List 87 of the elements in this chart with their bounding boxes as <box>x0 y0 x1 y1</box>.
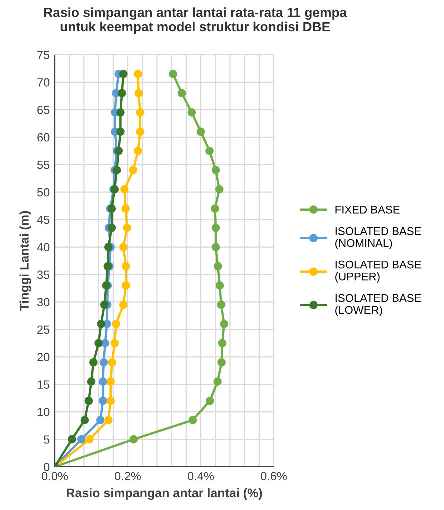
point <box>119 300 128 310</box>
point <box>119 70 128 78</box>
point <box>214 378 222 386</box>
legend-label: ISOLATED BASE (NOMINAL) <box>336 227 422 250</box>
y-tick-label: 75 <box>38 51 50 60</box>
point <box>99 396 108 406</box>
y-tick-label: 60 <box>38 133 50 142</box>
point <box>216 282 224 290</box>
point <box>169 70 178 78</box>
x-tick-label: 0.2% <box>115 472 142 481</box>
point <box>118 89 126 98</box>
point <box>96 416 105 424</box>
y-tick-label: 30 <box>37 298 50 307</box>
point <box>119 243 128 252</box>
y-tick-label: 15 <box>38 380 50 389</box>
point <box>134 89 144 98</box>
x-tick-label: 0.0% <box>42 472 68 481</box>
x-tick-label: 0.6% <box>261 472 288 481</box>
point <box>84 396 94 406</box>
legend-label: ISOLATED BASE (LOWER) <box>336 294 422 316</box>
point <box>110 339 120 348</box>
point <box>218 339 227 348</box>
point <box>106 378 116 386</box>
x-axis-title: Rasio simpangan antar lantai (%) <box>67 488 262 500</box>
y-tick-label: 35 <box>37 270 50 280</box>
point <box>212 243 220 252</box>
point <box>206 396 214 406</box>
y-axis-title: Tinggi Lantai (m) <box>20 211 32 312</box>
point <box>214 262 222 271</box>
y-tick-label: 5 <box>44 436 50 444</box>
point <box>134 70 142 78</box>
point <box>116 108 125 117</box>
point <box>94 339 103 348</box>
point <box>215 185 224 194</box>
y-tick-label: 70 <box>38 78 50 87</box>
point <box>86 435 94 444</box>
point <box>134 146 142 156</box>
point <box>100 358 108 367</box>
legend-label: FIXED BASE <box>336 206 400 214</box>
y-tick-label: 65 <box>38 106 50 114</box>
point <box>122 204 130 213</box>
point <box>122 282 130 290</box>
y-tick-label: 55 <box>37 161 50 170</box>
legend-label: ISOLATED BASE (UPPER) <box>336 260 422 283</box>
y-tick-label: 50 <box>37 188 50 197</box>
point <box>123 224 132 232</box>
point <box>68 435 76 444</box>
point <box>106 396 116 406</box>
point <box>100 300 109 310</box>
point <box>220 320 229 328</box>
point <box>136 108 145 117</box>
point <box>178 89 186 98</box>
point <box>101 339 110 348</box>
point <box>130 435 138 444</box>
point <box>212 224 220 232</box>
point <box>97 320 106 328</box>
y-tick-label: 0 <box>44 463 50 472</box>
point <box>211 204 220 213</box>
point <box>129 166 138 175</box>
point <box>188 108 196 117</box>
point <box>120 185 129 194</box>
point <box>212 166 220 175</box>
point <box>112 320 120 328</box>
point <box>218 358 226 367</box>
point <box>122 262 130 271</box>
y-tick-label: 10 <box>38 408 50 416</box>
point <box>90 358 98 367</box>
point <box>77 435 86 444</box>
point <box>87 378 96 386</box>
point <box>206 146 214 156</box>
point <box>99 378 108 386</box>
point <box>116 128 125 136</box>
point <box>196 128 206 136</box>
point <box>136 128 145 136</box>
point <box>108 358 116 367</box>
chart-title: Rasio simpangan antar lantai rata-rata 11 gempa untuk keempat model struktur kondisi DBE <box>44 8 348 34</box>
x-tick-label: 0.4% <box>188 472 214 481</box>
point <box>104 416 113 424</box>
y-tick-label: 45 <box>37 216 50 224</box>
point <box>108 224 116 232</box>
y-tick-label: 20 <box>38 353 50 362</box>
point <box>217 300 226 310</box>
y-tick-label: 25 <box>38 326 50 334</box>
y-tick-label: 40 <box>37 243 50 252</box>
point <box>188 416 198 424</box>
point <box>104 243 113 252</box>
point <box>80 416 90 424</box>
